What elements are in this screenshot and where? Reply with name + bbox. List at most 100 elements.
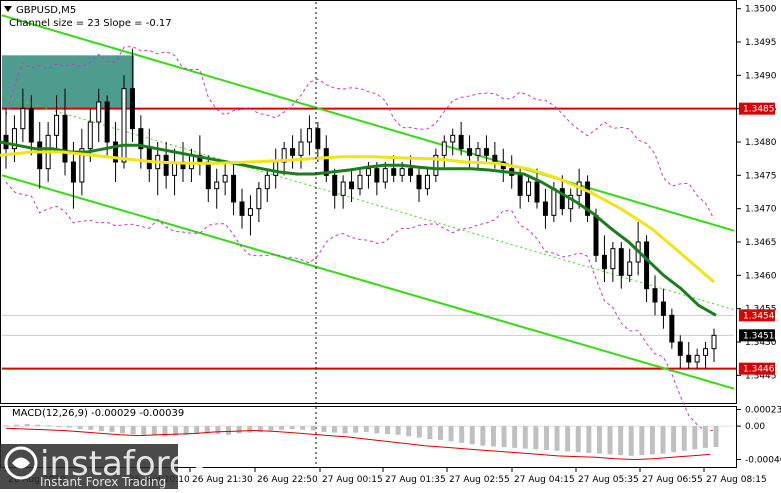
y-tick-label: 1.3475 <box>745 171 777 181</box>
candle-body <box>264 174 270 190</box>
candle-body <box>593 214 599 256</box>
chevron-down-icon[interactable] <box>4 6 12 12</box>
candle <box>526 175 532 202</box>
macd-bar <box>215 426 221 435</box>
macd-bar <box>77 426 83 430</box>
highlight-zone <box>2 55 134 109</box>
candle-body <box>542 201 548 216</box>
macd-bar <box>289 426 295 430</box>
candle <box>340 175 346 209</box>
candle <box>129 48 135 142</box>
candle <box>79 128 85 196</box>
candle <box>298 128 304 169</box>
watermark-brand: instaforex <box>40 444 209 484</box>
candle <box>62 88 68 176</box>
candle-body <box>492 154 498 163</box>
candle <box>660 288 666 329</box>
macd-bar <box>141 426 147 435</box>
y-tick-label: 1.3500 <box>745 5 777 15</box>
price-tag-label: 1.3446 <box>743 365 775 375</box>
x-tick-label: 27 Aug 04:15 <box>514 475 575 485</box>
y-tick-label: 1.3460 <box>745 271 777 281</box>
macd-y-tick-label: 0.00 <box>745 422 765 432</box>
candle <box>450 128 456 156</box>
macd-bar <box>342 426 348 434</box>
candle <box>256 182 262 222</box>
channel-upper-line <box>1 14 735 232</box>
candle <box>618 242 624 289</box>
candle <box>54 95 60 149</box>
y-tick-label: 1.3495 <box>745 38 777 48</box>
macd-bar <box>151 426 157 436</box>
candle-body <box>138 128 144 150</box>
macd-bar <box>565 426 571 452</box>
macd-bar <box>3 425 9 427</box>
candle <box>483 135 489 162</box>
instaforex-logo-icon <box>4 446 38 480</box>
macd-bar <box>702 426 708 448</box>
candle-body <box>424 174 430 190</box>
macd-bar <box>490 426 496 447</box>
candle <box>517 168 523 209</box>
candle-body <box>408 168 414 176</box>
macd-bar <box>247 426 253 433</box>
macd-bar <box>713 426 719 448</box>
macd-bar <box>533 426 539 450</box>
candle <box>104 95 110 156</box>
x-tick-label: 27 Aug 01:35 <box>385 475 446 485</box>
macd-bar <box>173 426 179 436</box>
watermark-tagline: Instant Forex Trading <box>40 475 166 489</box>
candle-body <box>298 141 304 156</box>
x-tick-label: 27 Aug 00:15 <box>322 475 383 485</box>
macd-bar <box>395 426 401 435</box>
candle-body <box>475 148 481 156</box>
y-tick-label: 1.3470 <box>745 205 777 215</box>
candle-body <box>20 108 26 130</box>
candle <box>264 168 270 202</box>
macd-bar <box>575 426 581 453</box>
macd-bar <box>120 426 126 434</box>
candle <box>433 148 439 182</box>
candle <box>214 168 220 209</box>
candle <box>281 142 287 176</box>
candle-body <box>256 188 262 210</box>
watermark: instaforex Instant Forex Trading <box>0 444 209 489</box>
candle-body <box>290 148 296 156</box>
candle-body <box>585 181 591 216</box>
macd-bar <box>427 426 433 440</box>
candle-body <box>323 148 329 176</box>
macd-bar <box>14 424 20 427</box>
candle-body <box>11 128 17 150</box>
candle-body <box>239 201 245 216</box>
candle-body <box>652 288 658 303</box>
macd-bar <box>310 426 316 431</box>
candle <box>601 235 607 282</box>
candle-body <box>669 314 675 343</box>
candle <box>290 135 296 169</box>
candle-body <box>416 174 422 190</box>
y-tick-label: 1.3450 <box>745 338 777 348</box>
macd-bar <box>226 426 232 435</box>
candle-body <box>113 141 119 163</box>
candle-body <box>686 354 692 363</box>
candle-body <box>205 161 211 190</box>
candle-body <box>467 148 473 156</box>
candle <box>610 242 616 282</box>
candle <box>306 115 312 156</box>
price-tag: 1.3454 <box>739 309 775 322</box>
price-tag: 1.3485 <box>739 102 775 115</box>
candle-body <box>627 261 633 276</box>
candle-body <box>551 188 557 216</box>
candle-body <box>87 121 93 150</box>
candle <box>534 168 540 209</box>
candle-body <box>163 154 169 176</box>
bollinger-lower <box>5 181 715 432</box>
candle-body <box>146 148 152 170</box>
macd-bar <box>194 426 200 435</box>
candle-body <box>382 168 388 183</box>
candle-body <box>610 248 616 270</box>
logo-mark-icon <box>12 457 30 469</box>
candle-body <box>441 141 447 156</box>
macd-y-tick-label: 0.00023 <box>745 405 781 415</box>
macd-bar <box>448 426 454 442</box>
